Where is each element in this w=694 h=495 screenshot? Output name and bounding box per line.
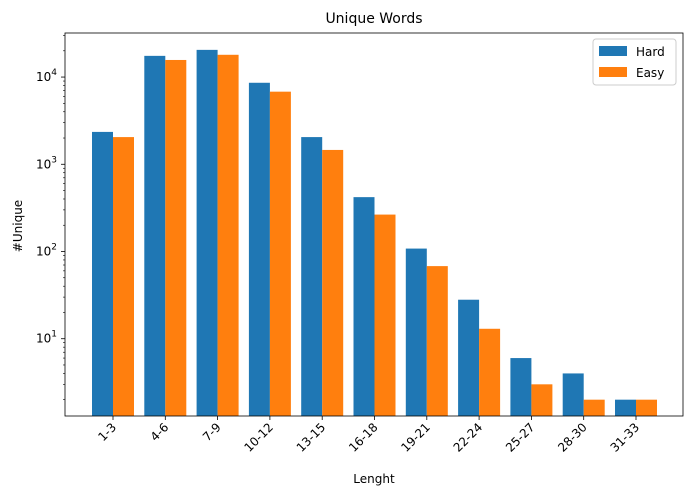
y-axis-title: #Unique	[11, 200, 25, 252]
bar-easy-4-6	[165, 59, 187, 416]
bar-hard-10-12	[248, 82, 270, 417]
x-tick-label: 7-9	[200, 420, 224, 444]
chart-title: Unique Words	[325, 11, 422, 27]
bar-hard-13-15	[301, 137, 323, 416]
bar-easy-25-27	[531, 384, 553, 416]
x-tick-label: 1-3	[95, 420, 119, 444]
bar-hard-28-30	[562, 373, 584, 416]
x-tick-label: 22-24	[451, 420, 486, 455]
y-tick-label: 102	[36, 242, 57, 258]
bar-hard-22-24	[458, 299, 480, 416]
y-tick-label: 101	[36, 330, 57, 346]
x-tick-label: 28-30	[555, 420, 590, 455]
x-tick-label: 4-6	[148, 420, 172, 444]
legend: Hard Easy	[592, 38, 677, 86]
legend-label-easy: Easy	[636, 66, 664, 80]
bar-easy-31-33	[636, 399, 657, 416]
x-tick-label: 31-33	[608, 420, 643, 455]
x-tick-label: 16-18	[346, 420, 381, 455]
y-tick-label: 103	[36, 155, 57, 171]
legend-swatch-easy	[599, 67, 627, 77]
bar-easy-22-24	[479, 328, 501, 416]
x-axis-title: Lenght	[353, 472, 395, 486]
bar-easy-28-30	[583, 399, 605, 416]
bar-hard-16-18	[353, 197, 375, 416]
bar-hard-1-3	[92, 131, 113, 416]
bar-hard-19-21	[405, 248, 427, 416]
plot-frame	[64, 32, 684, 417]
bar-easy-1-3	[113, 137, 134, 416]
bar-hard-31-33	[615, 399, 636, 416]
legend-swatch-hard	[599, 46, 627, 56]
bar-easy-7-9	[217, 54, 239, 416]
x-tick-label: 13-15	[294, 420, 329, 455]
legend-label-hard: Hard	[636, 45, 665, 59]
bar-hard-4-6	[144, 55, 166, 417]
y-tick-label: 104	[36, 68, 57, 84]
bar-hard-7-9	[196, 49, 218, 417]
x-tick-label: 25-27	[503, 420, 538, 455]
bar-easy-13-15	[322, 149, 344, 416]
bar-easy-19-21	[426, 266, 448, 416]
x-tick-label: 19-21	[398, 420, 433, 455]
plot-area: 101 102 103 104 1-3 4-6 7-9 10-12 13-15 16-18 19-2…	[36, 32, 684, 455]
bar-easy-16-18	[374, 214, 396, 416]
bar-easy-10-12	[269, 91, 291, 417]
x-tick-label: 10-12	[241, 420, 276, 455]
bar-hard-25-27	[510, 358, 532, 416]
